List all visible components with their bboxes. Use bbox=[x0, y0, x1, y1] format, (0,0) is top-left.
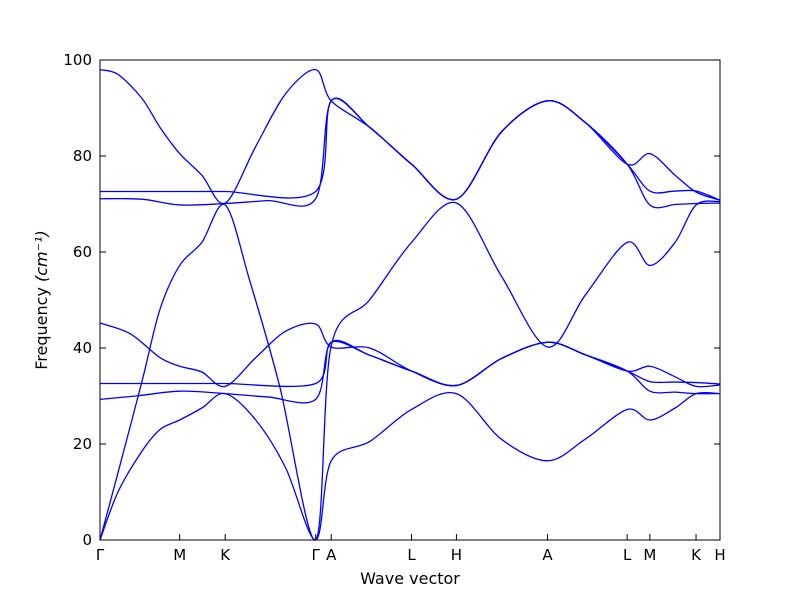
x-tick-label: L bbox=[407, 546, 416, 564]
band-line bbox=[99, 68, 721, 205]
y-axis-label: Frequency (cm⁻¹) bbox=[32, 230, 51, 369]
y-axis-label-unit: (cm⁻¹) bbox=[32, 230, 51, 282]
y-tick-label: 20 bbox=[73, 435, 92, 453]
symmetry-lines bbox=[179, 534, 697, 540]
x-tick-label: L bbox=[623, 546, 632, 564]
x-tick-label: K bbox=[691, 546, 702, 564]
x-tick-label: A bbox=[326, 546, 337, 564]
y-axis-label-text: Frequency bbox=[32, 287, 51, 370]
x-tick-label: Γ bbox=[96, 546, 105, 564]
band-line bbox=[99, 322, 721, 395]
band-line bbox=[99, 200, 721, 541]
y-axis-ticks: 0 20 40 60 80 100 bbox=[63, 51, 720, 549]
y-tick-label: 100 bbox=[63, 51, 92, 69]
x-tick-label: M bbox=[173, 546, 186, 564]
x-tick-label: H bbox=[451, 546, 462, 564]
x-tick-label: Γ bbox=[311, 546, 320, 564]
band-line bbox=[99, 391, 721, 541]
y-tick-label: 40 bbox=[73, 339, 92, 357]
plot-background bbox=[100, 60, 720, 540]
x-axis-label: Wave vector bbox=[360, 569, 460, 588]
x-tick-label: K bbox=[220, 546, 231, 564]
x-tick-label: M bbox=[643, 546, 656, 564]
x-tick-label: H bbox=[714, 546, 725, 564]
plot-frame bbox=[99, 59, 721, 541]
y-tick-label: 80 bbox=[73, 147, 92, 165]
band-lines bbox=[99, 68, 721, 541]
y-tick-label: 60 bbox=[73, 243, 92, 261]
x-tick-label: A bbox=[542, 546, 553, 564]
y-tick-label: 0 bbox=[82, 531, 92, 549]
